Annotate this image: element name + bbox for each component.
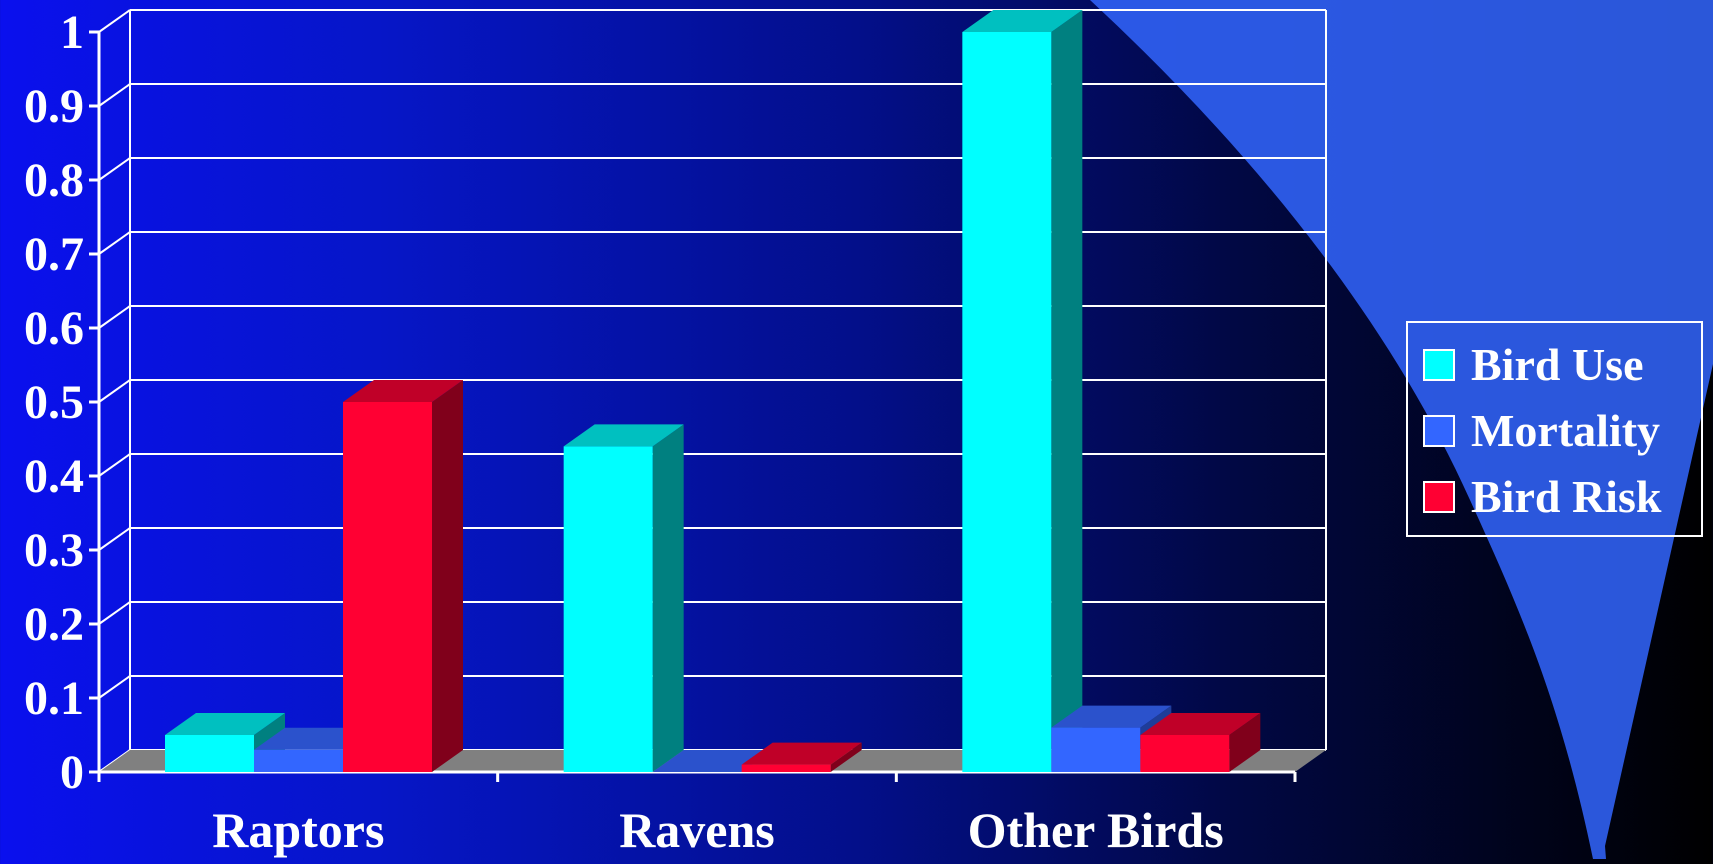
legend-item-bird-use: Bird Use — [1423, 337, 1644, 393]
legend-swatch-bird-use — [1423, 349, 1455, 381]
y-tick-label: 0.5 — [24, 376, 84, 429]
y-tick-label: 0 — [60, 746, 84, 799]
bar-bird-risk-raptors — [343, 402, 432, 772]
x-category-label-ravens: Ravens — [619, 802, 775, 858]
y-tick-label: 0.3 — [24, 524, 84, 577]
bar-top-bird-risk-ravens — [741, 742, 862, 765]
y-tick-label: 0.9 — [24, 80, 84, 133]
bar-bird-use-other-birds — [962, 32, 1052, 772]
y-tick-label: 0.1 — [24, 672, 84, 725]
bar-top-bird-risk-other-birds — [1140, 713, 1261, 735]
bar-top-bird-use-ravens — [563, 424, 684, 447]
legend-label-bird-risk: Bird Risk — [1471, 471, 1662, 522]
bar-side-bird-use-ravens — [652, 424, 684, 772]
legend-item-bird-risk: Bird Risk — [1423, 469, 1661, 525]
legend-label-bird-use: Bird Use — [1471, 339, 1644, 390]
bar-bird-risk-other-birds — [1140, 735, 1230, 772]
side-wall-gridline — [98, 9, 131, 33]
bar-top-bird-risk-raptors — [343, 380, 463, 402]
side-wall-gridline — [98, 675, 131, 699]
legend-label-mortality: Mortality — [1471, 405, 1661, 456]
bar-top-mortality-other-birds — [1051, 705, 1172, 728]
y-tick-label: 1 — [60, 6, 84, 59]
bar-side-bird-risk-other-birds — [1229, 713, 1261, 772]
bar-top-bird-use-other-birds — [962, 10, 1083, 32]
x-category-label-other-birds: Other Birds — [968, 802, 1224, 858]
bar-bird-risk-ravens — [741, 764, 831, 772]
legend-swatch-bird-risk — [1423, 481, 1455, 513]
side-wall-gridline — [98, 601, 131, 625]
side-wall-gridline — [98, 157, 131, 181]
legend-swatch-mortality — [1423, 415, 1455, 447]
side-wall-gridline — [98, 231, 131, 255]
bar-bird-use-ravens — [563, 446, 653, 772]
bar-bird-use-raptors — [165, 735, 254, 772]
bar-side-bird-use-other-birds — [1051, 10, 1083, 772]
bar-side-bird-risk-ravens — [830, 742, 862, 772]
legend: Bird Use Mortality Bird Risk — [1406, 321, 1703, 537]
side-wall-gridline — [98, 527, 131, 551]
side-wall-gridline — [98, 305, 131, 329]
y-tick-label: 0.8 — [24, 154, 84, 207]
y-tick-label: 0.6 — [24, 302, 84, 355]
side-wall-gridline — [98, 83, 131, 107]
y-tick-label: 0.4 — [24, 450, 84, 503]
side-wall-gridline — [98, 453, 131, 477]
bar-mortality-other-birds — [1051, 727, 1141, 772]
decorative-light-beam — [1090, 0, 1713, 859]
y-tick-label: 0.7 — [24, 228, 84, 281]
y-tick-label: 0.2 — [24, 598, 84, 651]
bar-top-bird-use-raptors — [165, 713, 285, 735]
x-category-label-raptors: Raptors — [212, 802, 384, 858]
legend-item-mortality: Mortality — [1423, 403, 1660, 459]
bar-mortality-raptors — [254, 749, 343, 772]
side-wall-gridline — [98, 379, 131, 403]
bar-side-bird-risk-raptors — [432, 380, 463, 772]
